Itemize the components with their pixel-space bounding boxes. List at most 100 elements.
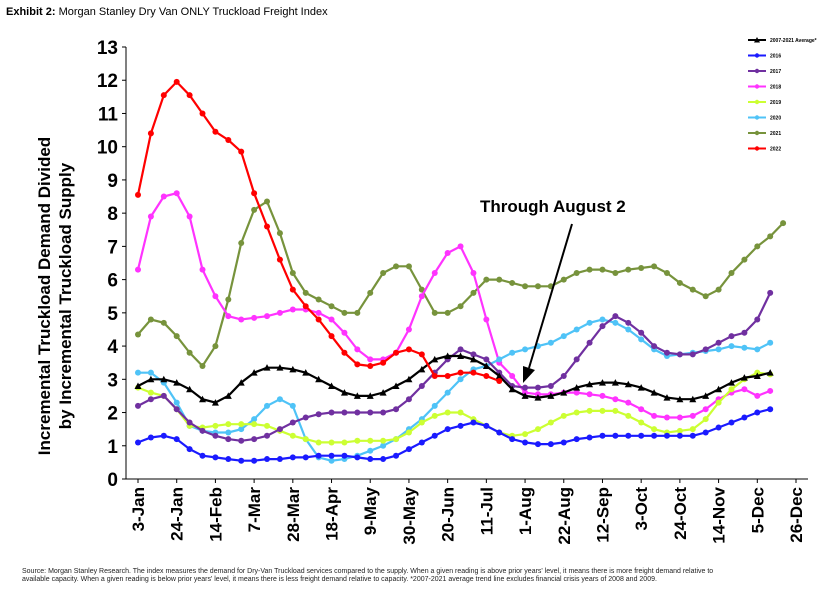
data-point [276,426,283,433]
data-point [638,336,645,343]
x-tick-label: 7-Mar [245,487,264,533]
data-point [289,365,297,373]
data-point [753,372,761,379]
y-tick-label: 8 [107,204,118,225]
annotation: Through August 2 [480,197,626,383]
data-point [212,293,219,300]
data-point [457,422,464,429]
data-point [328,439,335,446]
data-point [534,283,541,290]
x-tick-label: 14-Feb [206,487,225,542]
x-tick-label: 22-Aug [555,487,574,545]
x-tick-label: 3-Jan [129,487,148,531]
data-point [289,269,296,276]
data-point [135,266,141,273]
legend-label: 2019 [770,100,781,106]
source-note: Source: Morgan Stanley Research. The ind… [22,568,812,584]
data-point [754,392,761,399]
legend-swatch-marker [754,68,760,74]
data-point [586,407,593,414]
data-point [289,432,296,439]
data-point [302,436,309,443]
data-point [573,326,580,333]
exhibit-title-text: Morgan Stanley Dry Van ONLY Truckload Fr… [58,6,328,18]
data-point [483,316,490,323]
data-point [637,384,645,391]
x-tick-label: 24-Oct [671,487,690,540]
data-point [341,409,348,416]
data-point [431,412,438,419]
data-point [522,346,529,353]
data-point [264,402,271,409]
data-point [560,389,568,396]
data-point [715,286,722,293]
data-point [315,316,322,323]
data-point [367,289,374,296]
data-point [225,137,232,144]
data-point [418,382,425,389]
data-point [715,385,723,393]
data-point [186,385,194,393]
data-point [367,456,374,463]
data-point [238,457,245,464]
data-point [676,351,683,358]
source-line-1: Source: Morgan Stanley Research. The ind… [22,568,714,575]
data-point [444,389,451,396]
data-point [612,407,619,414]
data-point [135,439,141,446]
data-point [341,452,348,459]
legend-item: 2018 [748,84,781,91]
data-point [469,355,477,363]
data-point [199,266,206,273]
data-point [238,426,245,433]
data-point [767,339,774,346]
data-point [625,412,632,419]
data-point [483,422,490,429]
x-tick-label: 14-Nov [710,486,729,543]
data-point [251,314,258,321]
data-point [238,240,245,247]
data-point [521,392,529,399]
data-point [728,343,735,350]
data-point [212,454,219,461]
data-point [354,361,361,368]
data-point [728,333,735,340]
data-point [638,419,645,426]
data-point [134,382,142,389]
data-point [767,387,774,394]
data-point [702,406,709,413]
data-point [264,198,271,205]
x-tick-label: 3-Oct [632,487,651,531]
data-point [302,369,310,376]
annotation-arrow-line [528,223,573,369]
data-point [251,190,258,197]
y-tick-label: 11 [98,104,119,125]
data-point [225,313,232,320]
data-point [663,394,671,401]
data-point [302,414,309,421]
data-point [328,382,336,389]
data-point [276,396,283,403]
data-point [418,286,425,293]
data-point [715,424,722,431]
data-point [328,303,335,310]
legend-swatch-marker [754,146,760,151]
data-point [509,279,516,286]
data-point [754,316,761,323]
data-point [560,412,567,419]
data-point [276,230,283,237]
data-point [522,384,529,391]
data-point [225,429,232,436]
series-line [136,191,771,419]
x-tick-label: 18-Apr [323,487,342,541]
series-2021 [135,198,787,370]
data-point [470,419,477,426]
y-tick-label: 12 [97,71,118,92]
data-point [509,349,516,356]
legend-swatch-marker [754,53,760,58]
data-point [534,394,542,401]
data-point [754,243,761,250]
data-point [354,309,361,316]
data-point [715,399,722,406]
data-point [766,369,774,376]
